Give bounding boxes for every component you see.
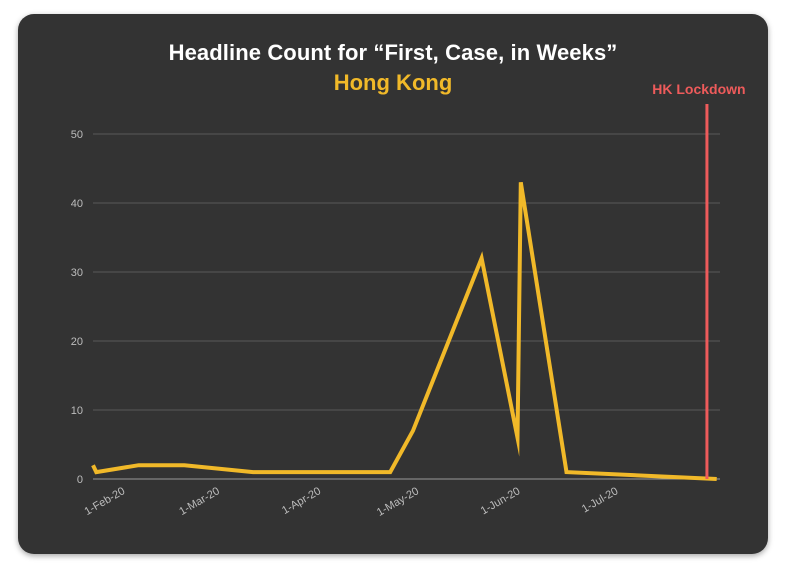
grid-lines xyxy=(93,133,720,480)
y-axis: 0 10 20 30 40 50 xyxy=(71,129,83,486)
lockdown-label: HK Lockdown xyxy=(652,81,745,97)
y-tick-label: 10 xyxy=(71,405,83,417)
line-chart: 0 10 20 30 40 50 1-Feb-20 1-Mar-20 1-Apr-20 1-Ma… xyxy=(71,81,746,519)
y-tick-label: 20 xyxy=(71,336,83,348)
x-axis: 1-Feb-20 1-Mar-20 1-Apr-20 1-May-20 1-Jun-20… xyxy=(82,485,620,519)
y-tick-label: 40 xyxy=(71,198,83,210)
y-tick-label: 50 xyxy=(71,129,83,141)
x-tick-label: 1-Apr-20 xyxy=(280,485,323,517)
x-tick-label: 1-Mar-20 xyxy=(177,485,222,518)
chart-card: Headline Count for “First, Case, in Week… xyxy=(18,14,768,554)
series-line xyxy=(91,181,717,481)
x-tick-label: 1-Jul-20 xyxy=(580,485,620,515)
x-tick-label: 1-May-20 xyxy=(375,485,421,519)
chart-title: Headline Count for “First, Case, in Week… xyxy=(168,40,618,65)
x-tick-label: 1-Feb-20 xyxy=(82,485,127,518)
chart-subtitle: Hong Kong xyxy=(333,70,453,95)
y-tick-label: 30 xyxy=(71,267,83,279)
series-group xyxy=(91,181,717,481)
annotations: HK Lockdown xyxy=(652,81,746,479)
y-tick-label: 0 xyxy=(77,474,83,486)
x-tick-label: 1-Jun-20 xyxy=(479,485,523,517)
